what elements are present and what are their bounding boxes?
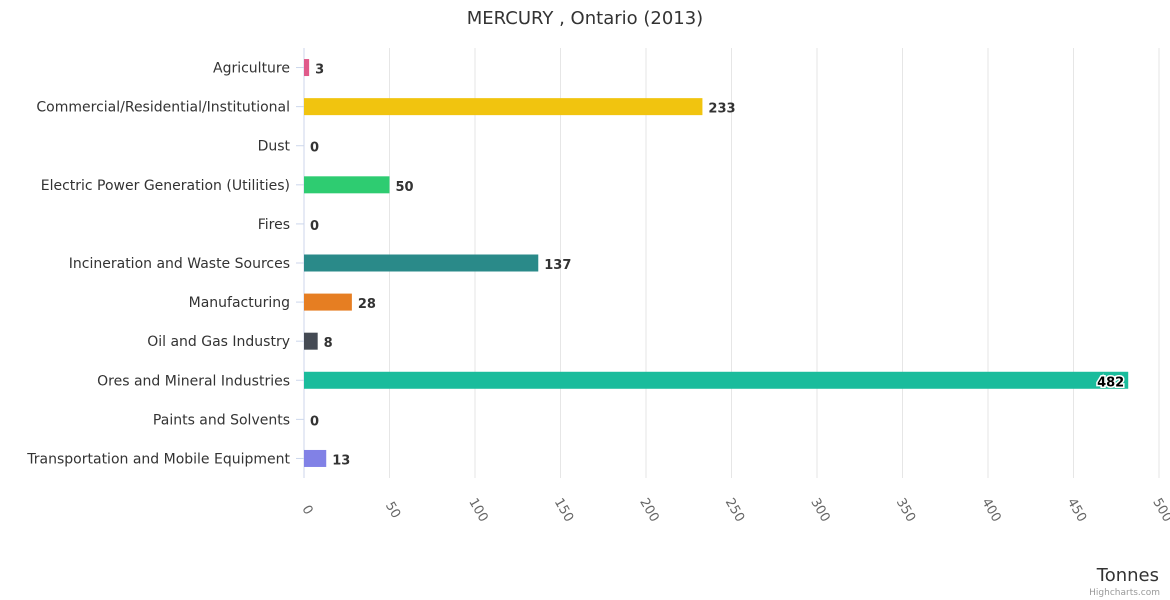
data-label: 482 (1097, 375, 1124, 390)
category-label: Agriculture (213, 61, 290, 77)
bar[interactable] (304, 332, 318, 350)
bar[interactable] (304, 59, 310, 77)
category-label: Electric Power Generation (Utilities) (41, 178, 290, 194)
category-label: Oil and Gas Industry (147, 334, 290, 350)
category-label: Incineration and Waste Sources (69, 256, 290, 272)
data-label: 50 (396, 180, 414, 195)
chart-title: MERCURY , Ontario (2013) (467, 8, 703, 29)
credits-link[interactable]: Highcharts.com (1089, 588, 1160, 598)
data-label: 233 (708, 102, 735, 117)
x-tick-label: 50 (382, 499, 403, 521)
category-label: Commercial/Residential/Institutional (36, 100, 290, 116)
bar[interactable] (304, 293, 352, 311)
category-label: Ores and Mineral Industries (97, 373, 290, 389)
data-labels: 3 233 0 50 0 137 28 8 482 0 13 (310, 63, 1126, 469)
category-label: Paints and Solvents (153, 412, 290, 428)
category-label: Manufacturing (189, 295, 290, 311)
data-label: 8 (324, 336, 333, 351)
data-label: 28 (358, 297, 376, 312)
data-label: 0 (310, 219, 319, 234)
category-label: Fires (258, 217, 290, 233)
bar[interactable] (304, 98, 703, 116)
data-label: 137 (544, 258, 571, 273)
category-labels: Agriculture Commercial/Residential/Instit… (26, 61, 304, 467)
data-label: 3 (315, 63, 324, 78)
bar[interactable] (304, 176, 390, 194)
data-label: 0 (310, 414, 319, 429)
bar[interactable] (304, 449, 327, 467)
bars (304, 59, 1129, 467)
x-axis-title: Tonnes (1096, 565, 1159, 586)
category-label: Transportation and Mobile Equipment (26, 451, 290, 467)
data-label: 0 (310, 141, 319, 156)
data-label: 13 (332, 453, 350, 468)
bar[interactable] (304, 254, 539, 272)
bar[interactable] (304, 371, 1129, 389)
category-label: Dust (258, 139, 291, 155)
